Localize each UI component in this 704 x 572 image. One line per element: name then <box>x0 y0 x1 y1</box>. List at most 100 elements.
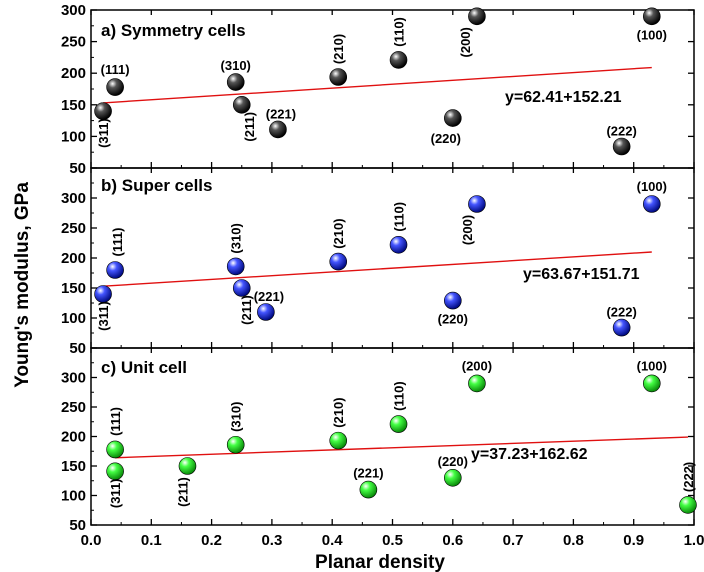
x-tick-label: 0.2 <box>201 532 222 549</box>
data-point <box>106 462 124 481</box>
data-point <box>389 415 408 433</box>
point-label: (111) <box>108 407 123 436</box>
y-tick-label: 100 <box>61 488 86 505</box>
fit-equation: y=62.41+152.21 <box>505 89 622 106</box>
y-tick-label: 150 <box>61 280 86 297</box>
x-tick-label: 0.6 <box>442 532 463 549</box>
y-tick-label: 200 <box>61 65 86 82</box>
data-point <box>443 468 462 487</box>
y-tick-label: 200 <box>61 429 86 446</box>
point-label: (220) <box>438 454 468 469</box>
point-label: (100) <box>637 358 667 373</box>
x-tick-label: 0.1 <box>141 532 162 549</box>
point-label: (220) <box>431 131 461 146</box>
point-label: (211) <box>239 295 254 325</box>
data-point <box>232 279 251 297</box>
data-point <box>226 73 245 91</box>
y-tick-label: 150 <box>61 97 86 114</box>
x-tick-label: 0.0 <box>81 532 102 549</box>
point-label: (221) <box>266 106 296 121</box>
fit-equation: y=63.67+151.71 <box>523 266 640 283</box>
panel-frame <box>90 167 695 349</box>
fit-equation: y=37.23+162.62 <box>471 446 588 463</box>
y-tick-label: 50 <box>69 340 86 357</box>
y-tick-label: 200 <box>61 250 86 267</box>
point-label: (110) <box>392 202 407 232</box>
point-label: (220) <box>438 312 468 327</box>
point-label: (221) <box>254 289 284 304</box>
data-point <box>226 257 245 276</box>
x-tick-label: 0.5 <box>382 532 403 549</box>
data-point <box>389 236 408 254</box>
point-label: (210) <box>331 218 346 248</box>
data-point <box>612 318 631 337</box>
fit-line <box>115 436 688 459</box>
y-tick-label: 250 <box>61 399 86 416</box>
data-point <box>106 78 124 96</box>
data-point <box>679 496 697 514</box>
panel-title: a) Symmetry cells <box>101 21 246 40</box>
data-point <box>106 261 124 279</box>
point-label: (222) <box>681 462 696 492</box>
panel-0: 50 100 150 200 250 300 (311) (111) (310) (211) (22… <box>61 2 695 177</box>
y-tick-label: 100 <box>61 128 86 145</box>
data-point <box>642 374 661 393</box>
data-point <box>257 303 275 321</box>
data-point <box>106 440 124 459</box>
point-label: (311) <box>96 118 111 148</box>
point-label: (110) <box>392 381 407 411</box>
point-label: (221) <box>353 466 383 481</box>
y-tick-label: 150 <box>61 458 86 475</box>
x-tick-label: 1.0 <box>684 532 704 549</box>
data-point <box>642 195 661 213</box>
y-tick-label: 250 <box>61 220 86 237</box>
data-point <box>612 137 631 156</box>
x-tick-label: 0.9 <box>623 532 644 549</box>
point-label: (211) <box>242 112 257 142</box>
point-label: (211) <box>175 477 190 507</box>
point-label: (100) <box>637 179 667 194</box>
data-point <box>642 7 661 26</box>
y-tick-label: 50 <box>69 517 86 534</box>
data-point <box>389 51 408 69</box>
x-tick-label: 0.3 <box>261 532 282 549</box>
point-label: (111) <box>101 62 130 77</box>
fit-line <box>103 251 652 287</box>
data-point <box>443 291 462 310</box>
y-tick-label: 250 <box>61 34 86 51</box>
data-point <box>468 195 486 213</box>
x-tick-label: 0.7 <box>503 532 524 549</box>
y-tick-label: 300 <box>61 370 86 387</box>
data-point <box>443 109 462 127</box>
data-point <box>329 68 348 86</box>
point-label: (200) <box>460 215 475 245</box>
point-label: (310) <box>229 223 244 253</box>
point-label: (200) <box>458 27 473 57</box>
x-tick-label: 0.8 <box>563 532 584 549</box>
point-label: (310) <box>221 58 251 73</box>
y-axis-title: Young's modulus, GPa <box>12 182 33 388</box>
data-point <box>269 120 287 139</box>
point-label: (311) <box>96 301 111 331</box>
y-tick-label: 100 <box>61 310 86 327</box>
y-tick-label: 50 <box>69 160 86 177</box>
data-point <box>329 431 348 450</box>
data-point <box>329 252 348 271</box>
fit-line <box>103 66 652 104</box>
data-point <box>178 457 197 475</box>
data-point <box>232 96 251 114</box>
point-label: (210) <box>331 34 346 64</box>
panel-title: b) Super cells <box>101 176 212 195</box>
panel-title: c) Unit cell <box>101 358 187 377</box>
y-tick-label: 300 <box>61 2 86 19</box>
data-point <box>468 7 486 26</box>
x-tick-label: 0.4 <box>322 532 344 549</box>
x-axis-title: Planar density <box>315 552 445 572</box>
point-label: (210) <box>331 397 346 427</box>
data-point <box>94 102 112 120</box>
point-label: (310) <box>229 402 244 432</box>
y-tick-label: 300 <box>61 190 86 207</box>
